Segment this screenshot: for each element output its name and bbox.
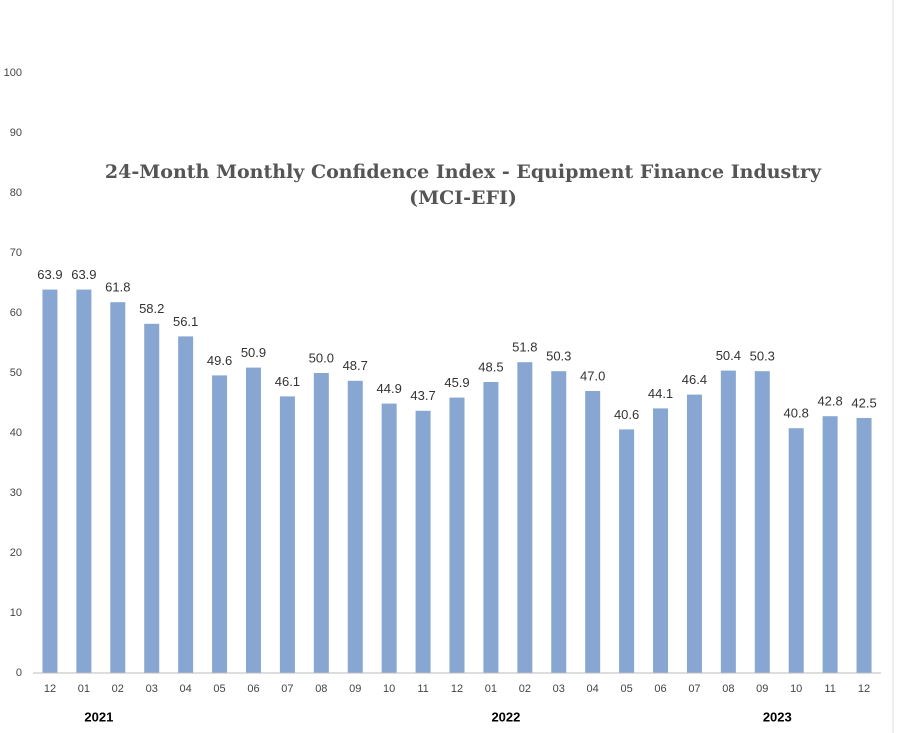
- x-tick-label: 08: [722, 683, 734, 695]
- bar: [449, 397, 465, 673]
- bar: [653, 408, 669, 673]
- bar: [822, 416, 838, 673]
- y-tick-label: 90: [10, 127, 22, 139]
- bar: [754, 371, 770, 673]
- y-tick-label: 50: [10, 367, 22, 379]
- bar: [483, 382, 499, 673]
- bar: [212, 375, 228, 673]
- y-tick-label: 100: [4, 67, 22, 79]
- value-label: 47.0: [580, 368, 605, 383]
- x-tick-label: 09: [349, 683, 361, 695]
- value-label: 46.1: [275, 374, 300, 389]
- bar: [856, 418, 872, 673]
- bar: [517, 362, 533, 673]
- bar: [313, 373, 329, 673]
- bar: [686, 394, 702, 673]
- value-label: 40.6: [614, 407, 639, 422]
- value-label: 50.9: [241, 345, 266, 360]
- x-tick-label: 09: [756, 683, 768, 695]
- x-tick-label: 03: [553, 683, 565, 695]
- bar: [42, 289, 58, 673]
- value-label: 61.8: [105, 280, 130, 295]
- x-tick-label: 02: [112, 683, 124, 695]
- bar: [245, 367, 261, 673]
- bar: [178, 336, 194, 673]
- x-tick-label: 06: [654, 683, 666, 695]
- value-label: 50.0: [309, 350, 334, 365]
- value-label: 42.5: [851, 395, 876, 410]
- bar: [279, 396, 295, 673]
- bar: [585, 391, 601, 673]
- x-tick-label: 04: [180, 683, 192, 695]
- x-tick-label: 11: [417, 683, 428, 695]
- chart-title: 24-Month Monthly Confidence Index - Equi…: [105, 161, 822, 183]
- bar: [551, 371, 567, 673]
- x-tick-label: 12: [858, 683, 870, 695]
- value-label: 42.8: [817, 394, 842, 409]
- value-label: 51.8: [512, 340, 537, 355]
- x-tick-label: 07: [688, 683, 700, 695]
- value-label: 63.9: [71, 267, 96, 282]
- x-tick-label: 04: [587, 683, 599, 695]
- value-label: 48.5: [478, 359, 503, 374]
- x-tick-label: 06: [247, 683, 259, 695]
- x-tick-label: 11: [824, 683, 835, 695]
- value-label: 49.6: [207, 353, 232, 368]
- y-tick-label: 10: [10, 607, 22, 619]
- bar: [619, 429, 635, 673]
- value-label: 50.3: [546, 349, 571, 364]
- value-label: 40.8: [784, 406, 809, 421]
- value-label: 44.9: [377, 381, 402, 396]
- y-tick-label: 0: [16, 667, 22, 679]
- year-label: 2021: [84, 709, 113, 724]
- value-label: 43.7: [410, 388, 435, 403]
- value-label: 46.4: [682, 372, 707, 387]
- x-tick-label: 03: [146, 683, 158, 695]
- y-tick-label: 40: [10, 427, 22, 439]
- x-tick-label: 05: [620, 683, 632, 695]
- x-tick-label: 02: [519, 683, 531, 695]
- y-tick-label: 60: [10, 307, 22, 319]
- x-tick-label: 10: [383, 683, 395, 695]
- value-label: 50.4: [716, 348, 741, 363]
- year-label: 2023: [763, 709, 792, 724]
- y-tick-label: 30: [10, 487, 22, 499]
- year-label: 2022: [491, 709, 520, 724]
- value-label: 63.9: [37, 267, 62, 282]
- x-tick-label: 05: [213, 683, 225, 695]
- x-tick-label: 01: [485, 683, 497, 695]
- value-label: 45.9: [444, 375, 469, 390]
- bar: [144, 323, 160, 673]
- x-tick-label: 12: [451, 683, 463, 695]
- bar: [720, 370, 736, 673]
- y-tick-label: 20: [10, 547, 22, 559]
- x-tick-label: 07: [281, 683, 293, 695]
- y-tick-label: 70: [10, 247, 22, 259]
- bar: [110, 302, 126, 673]
- x-tick-label: 10: [790, 683, 802, 695]
- chart-subtitle: (MCI-EFI): [409, 187, 517, 209]
- x-tick-label: 01: [78, 683, 90, 695]
- value-label: 58.2: [139, 301, 164, 316]
- bar: [415, 410, 431, 673]
- value-label: 56.1: [173, 314, 198, 329]
- bar: [76, 289, 92, 673]
- x-tick-label: 08: [315, 683, 327, 695]
- bar: [347, 380, 363, 673]
- value-label: 44.1: [648, 386, 673, 401]
- value-label: 48.7: [343, 358, 368, 373]
- bar: [788, 428, 804, 673]
- x-tick-label: 12: [44, 683, 56, 695]
- value-label: 50.3: [750, 349, 775, 364]
- y-tick-label: 80: [10, 187, 22, 199]
- bar: [381, 403, 397, 673]
